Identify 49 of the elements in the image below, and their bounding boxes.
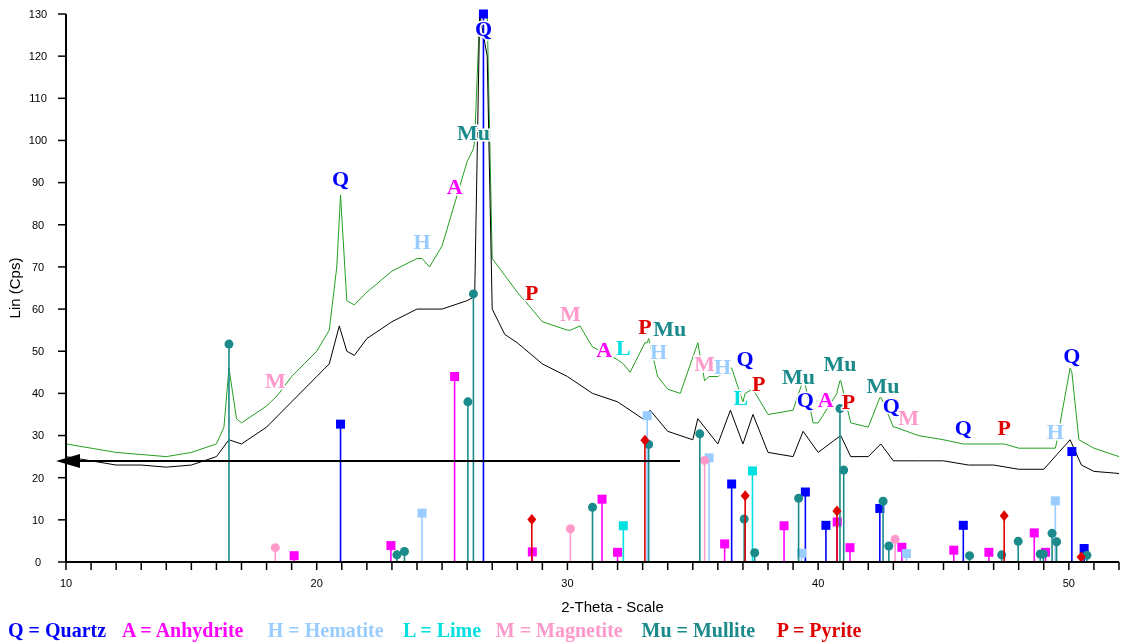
annotation: Q	[736, 345, 754, 371]
y-tick-label: 100	[28, 134, 48, 147]
annotation: Q	[1063, 343, 1081, 369]
text: A = Anhydrite	[122, 619, 244, 642]
annotation: P	[997, 414, 1011, 440]
x-axis-title: 2-Theta - Scale	[561, 598, 664, 615]
annotation: M	[898, 404, 920, 430]
annotation: A	[446, 174, 463, 200]
y-tick-label: 90	[31, 176, 45, 189]
annotation: P	[841, 389, 856, 415]
x-tick-label: 50	[1062, 577, 1075, 589]
text: L = Lime	[403, 619, 482, 641]
annotation: A	[817, 386, 834, 412]
text: M = Magnetite	[495, 619, 623, 642]
text: H = Hematite	[267, 619, 384, 641]
annotation: L	[615, 334, 631, 360]
x-tick-label: 10	[59, 577, 73, 589]
annotation: Q	[331, 165, 350, 191]
annotation: M	[264, 368, 286, 394]
annotation: P	[525, 279, 539, 305]
annotation: A	[596, 337, 613, 363]
y-tick-label: 10	[31, 513, 45, 526]
y-tick-label: 80	[31, 218, 45, 231]
y-axis-title: Lin (Cps)	[6, 257, 23, 319]
y-tick-label: 40	[31, 387, 45, 400]
annotation: Mu	[823, 351, 857, 377]
x-tick-label: 40	[812, 577, 825, 589]
text: Q = Quartz	[8, 619, 107, 641]
text: P = Pyrite	[776, 619, 862, 642]
y-tick-label: 110	[29, 92, 47, 105]
y-tick-label: 130	[28, 7, 48, 20]
annotation: Mu	[653, 316, 687, 342]
x-tick-label: 30	[561, 577, 574, 589]
text: Mu = Mullite	[641, 619, 756, 641]
x-tick-label: 20	[310, 577, 323, 589]
annotation: H	[413, 229, 431, 255]
y-tick-label: 20	[31, 471, 45, 484]
y-tick-label: 60	[31, 302, 45, 315]
annotation: H	[714, 354, 732, 380]
y-tick-label: 70	[31, 260, 45, 273]
y-tick-label: 30	[31, 429, 45, 442]
y-tick-label: 0	[34, 555, 42, 568]
annotation: P	[751, 371, 766, 397]
y-tick-label: 50	[31, 345, 45, 358]
annotation: Q	[954, 414, 972, 440]
annotation: M	[560, 300, 582, 326]
annotation: P	[638, 313, 652, 339]
y-tick-label: 120	[28, 50, 48, 62]
annotation: L	[733, 384, 749, 410]
